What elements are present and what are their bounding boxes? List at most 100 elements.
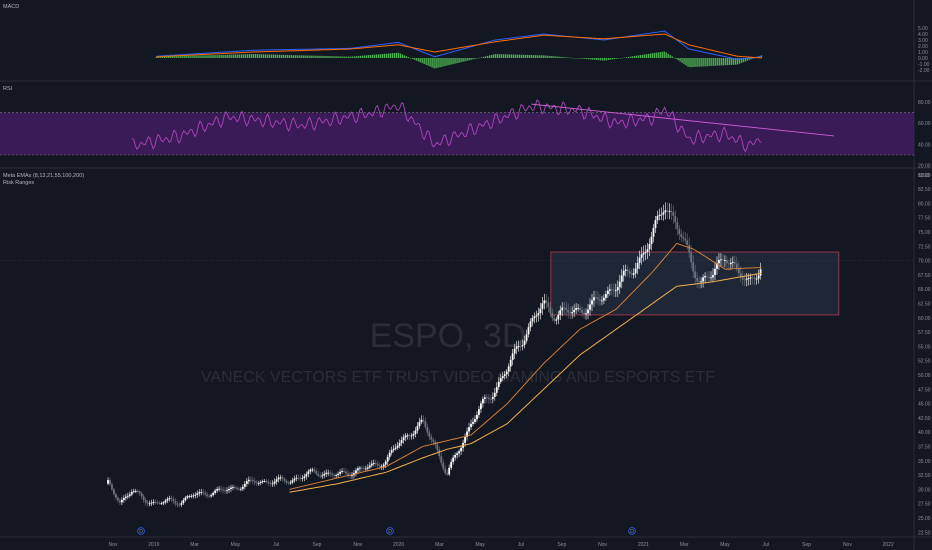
candle-body[interactable] (426, 426, 429, 433)
candle-body[interactable] (710, 277, 712, 279)
candle-body[interactable] (654, 220, 657, 229)
candle-body[interactable] (257, 483, 260, 484)
candle-body[interactable] (289, 482, 292, 484)
candle-body[interactable] (247, 479, 250, 482)
candle-body[interactable] (507, 366, 510, 372)
candle-body[interactable] (234, 487, 236, 488)
candle-body[interactable] (712, 274, 714, 278)
candle-body[interactable] (720, 259, 722, 261)
candle-body[interactable] (273, 481, 276, 484)
candle-body[interactable] (684, 238, 687, 241)
candle-body[interactable] (644, 251, 647, 253)
candle-body[interactable] (589, 304, 591, 310)
candle-body[interactable] (444, 468, 447, 473)
candle-body[interactable] (658, 214, 661, 216)
candle-body[interactable] (249, 479, 252, 481)
candle-body[interactable] (749, 277, 752, 279)
candle-body[interactable] (150, 502, 153, 504)
candle-body[interactable] (678, 228, 681, 235)
candle-body[interactable] (361, 467, 363, 469)
candle-body[interactable] (388, 452, 391, 457)
candle-body[interactable] (650, 236, 653, 245)
candle-body[interactable] (202, 491, 205, 493)
candle-body[interactable] (579, 307, 581, 310)
rsi-trendline[interactable] (531, 103, 835, 137)
candle-body[interactable] (452, 457, 455, 462)
candle-body[interactable] (168, 498, 171, 499)
candle-body[interactable] (376, 463, 379, 466)
candle-body[interactable] (725, 259, 728, 264)
candle-body[interactable] (533, 316, 536, 318)
candle-body[interactable] (569, 312, 572, 314)
candle-body[interactable] (482, 398, 484, 404)
candle-body[interactable] (243, 483, 246, 487)
candle-body[interactable] (523, 340, 526, 345)
candle-body[interactable] (186, 496, 189, 498)
candle-body[interactable] (497, 381, 500, 388)
candle-body[interactable] (485, 397, 488, 399)
candle-body[interactable] (595, 297, 597, 299)
candle-body[interactable] (341, 471, 343, 472)
candle-body[interactable] (126, 495, 129, 497)
candle-body[interactable] (489, 398, 492, 400)
candle-body[interactable] (501, 376, 504, 379)
candle-body[interactable] (402, 437, 405, 441)
candle-body[interactable] (648, 244, 651, 250)
candle-body[interactable] (571, 312, 574, 314)
candle-body[interactable] (636, 262, 639, 269)
candle-body[interactable] (321, 475, 324, 477)
candle-body[interactable] (333, 474, 336, 476)
candle-body[interactable] (228, 488, 230, 491)
candle-body[interactable] (604, 294, 607, 298)
candle-body[interactable] (652, 228, 655, 237)
candle-body[interactable] (541, 303, 544, 309)
candle-body[interactable] (337, 473, 339, 476)
candle-body[interactable] (359, 467, 361, 469)
candle-body[interactable] (626, 269, 629, 272)
candle-body[interactable] (180, 503, 183, 505)
candle-body[interactable] (351, 475, 353, 477)
candle-body[interactable] (400, 440, 403, 444)
candle-body[interactable] (757, 275, 760, 279)
candle-body[interactable] (357, 468, 359, 471)
candle-body[interactable] (117, 497, 119, 501)
candle-body[interactable] (240, 488, 242, 490)
candle-body[interactable] (616, 287, 619, 291)
candle-body[interactable] (212, 492, 215, 496)
candle-body[interactable] (158, 503, 161, 504)
candle-body[interactable] (628, 271, 631, 274)
candle-body[interactable] (232, 487, 234, 488)
candle-body[interactable] (406, 435, 409, 437)
candle-body[interactable] (160, 503, 163, 505)
candle-body[interactable] (109, 480, 111, 485)
candle-body[interactable] (503, 374, 506, 377)
candle-body[interactable] (559, 310, 562, 315)
candle-body[interactable] (253, 480, 256, 483)
candle-body[interactable] (499, 378, 502, 382)
candle-body[interactable] (206, 494, 209, 496)
candle-body[interactable] (362, 468, 365, 470)
candle-body[interactable] (152, 502, 155, 503)
candle-body[interactable] (527, 327, 530, 335)
candle-body[interactable] (706, 276, 708, 277)
candle-body[interactable] (565, 307, 568, 310)
candle-body[interactable] (384, 461, 387, 465)
candle-body[interactable] (511, 353, 514, 360)
candle-body[interactable] (593, 297, 595, 301)
candle-body[interactable] (610, 289, 613, 291)
candle-body[interactable] (622, 270, 625, 276)
candle-body[interactable] (577, 307, 580, 309)
candle-body[interactable] (450, 461, 453, 468)
candle-body[interactable] (390, 450, 393, 453)
candle-body[interactable] (714, 268, 716, 275)
candle-body[interactable] (220, 488, 222, 490)
candle-body[interactable] (745, 278, 748, 280)
candle-body[interactable] (293, 478, 296, 481)
candle-body[interactable] (493, 392, 496, 397)
candle-body[interactable] (128, 494, 131, 496)
candle-body[interactable] (735, 263, 738, 269)
candle-body[interactable] (646, 249, 649, 252)
candle-body[interactable] (230, 487, 232, 489)
candle-body[interactable] (729, 262, 732, 265)
